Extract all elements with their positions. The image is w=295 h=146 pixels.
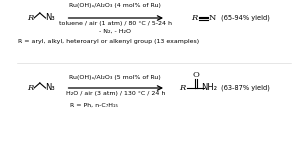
Text: toluene / air (1 atm) / 80 °C / 5-24 h: toluene / air (1 atm) / 80 °C / 5-24 h [59,20,172,26]
Text: N₃: N₃ [45,13,55,22]
Text: Ru(OH)ₓ/Al₂O₃ (4 mol% of Ru): Ru(OH)ₓ/Al₂O₃ (4 mol% of Ru) [69,4,161,8]
Text: O: O [192,71,199,79]
Text: R: R [27,84,33,92]
Text: (65-94% yield): (65-94% yield) [221,15,270,21]
Text: N: N [208,14,216,22]
Text: N₃: N₃ [45,84,55,93]
Text: R: R [27,14,33,22]
Text: NH₂: NH₂ [201,84,217,93]
Text: H₂O / air (3 atm) / 130 °C / 24 h: H₂O / air (3 atm) / 130 °C / 24 h [65,92,165,97]
Text: Ru(OH)ₓ/Al₂O₃ (5 mol% of Ru): Ru(OH)ₓ/Al₂O₃ (5 mol% of Ru) [69,75,161,80]
Text: R = Ph, n-C₇H₁₅: R = Ph, n-C₇H₁₅ [71,102,118,107]
Text: R = aryl, alkyl, heteroaryl or alkenyl group (13 examples): R = aryl, alkyl, heteroaryl or alkenyl g… [18,40,199,45]
Text: R: R [191,14,198,22]
Text: (63-87% yield): (63-87% yield) [221,85,270,91]
Text: R: R [179,84,185,92]
Text: - N₂, - H₂O: - N₂, - H₂O [99,28,131,33]
